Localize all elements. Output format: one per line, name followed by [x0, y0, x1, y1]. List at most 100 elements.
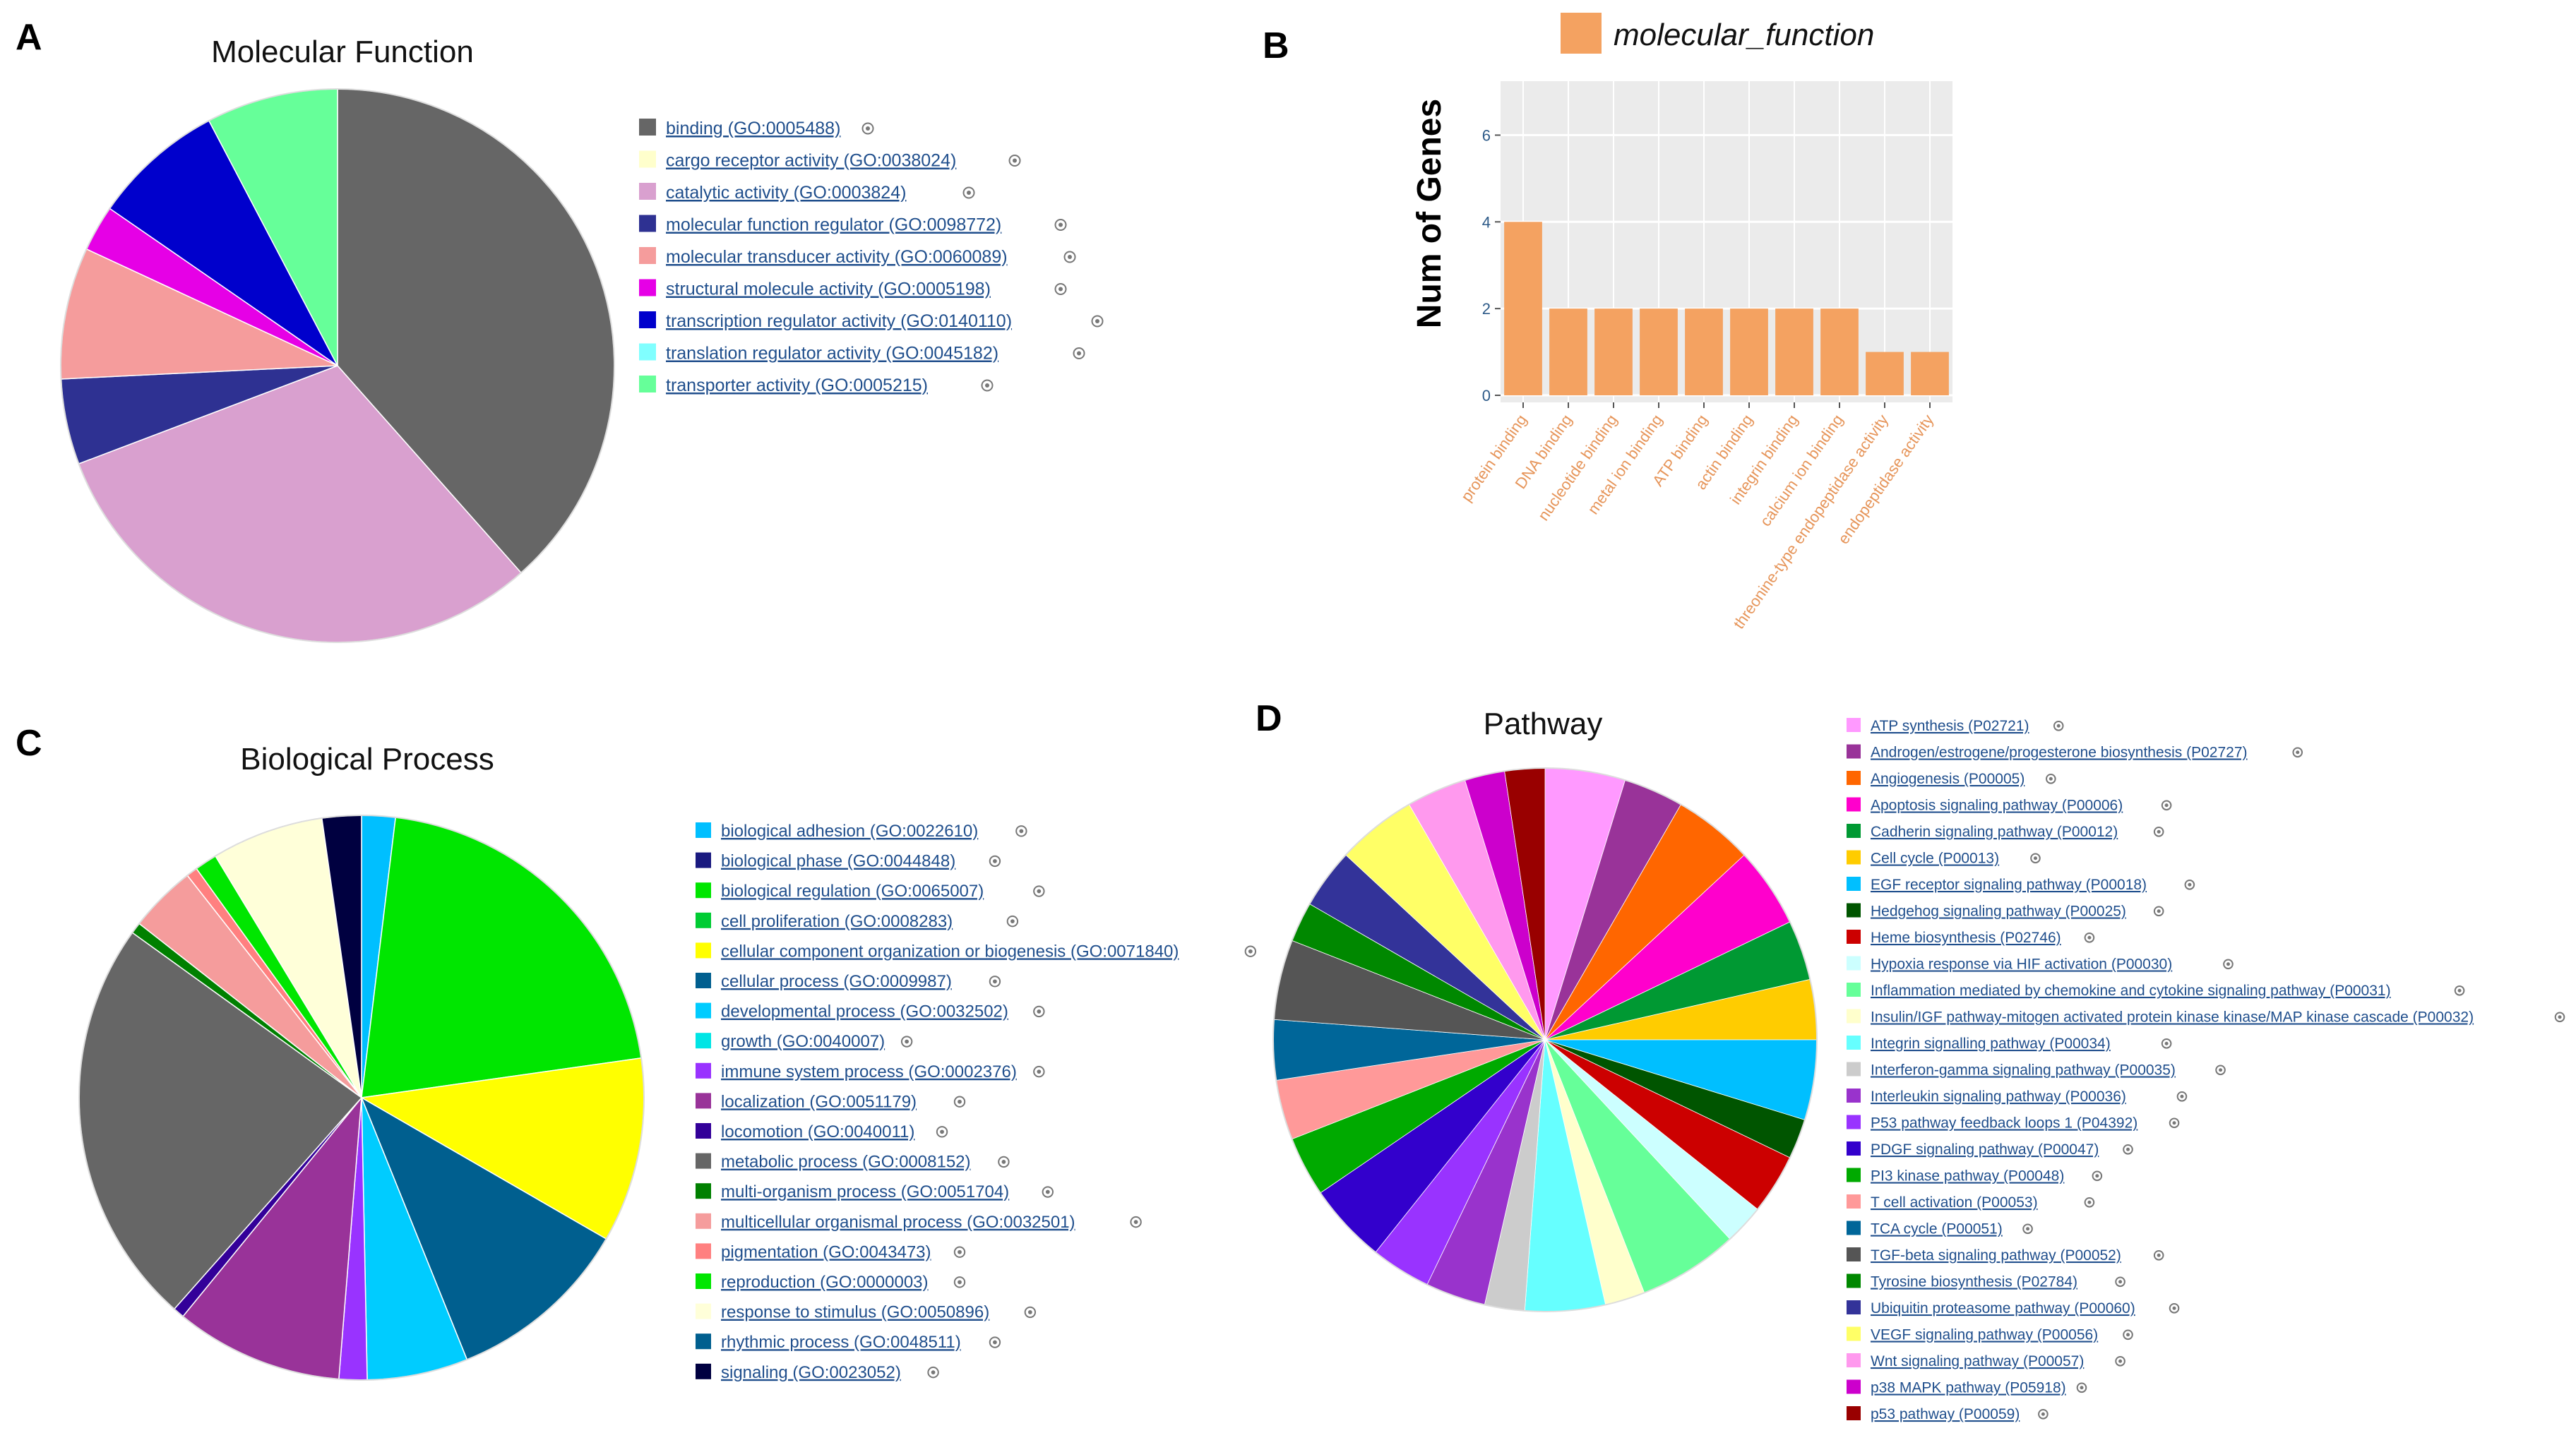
external-link-icon[interactable]: [2084, 932, 2095, 943]
legend-link-integrin-signalling-pathway[interactable]: Integrin signalling pathway (P00034): [1871, 1036, 2111, 1052]
external-link-icon[interactable]: [2169, 1117, 2180, 1129]
legend-link-immune-system-process[interactable]: immune system process (GO:0002376): [721, 1062, 1017, 1081]
external-link-icon[interactable]: [2123, 1144, 2133, 1155]
external-link-icon[interactable]: [1033, 1065, 1045, 1078]
legend-link-t-cell-activation[interactable]: T cell activation (P00053): [1871, 1194, 2038, 1211]
external-link-icon[interactable]: [2454, 985, 2465, 996]
external-link-icon[interactable]: [1244, 945, 1257, 957]
legend-link-metabolic-process[interactable]: metabolic process (GO:0008152): [721, 1153, 971, 1172]
legend-link-pdgf-signaling-pathway[interactable]: PDGF signaling pathway (P00047): [1871, 1141, 2099, 1158]
external-link-icon[interactable]: [2115, 1355, 2125, 1367]
legend-link-cellular-process[interactable]: cellular process (GO:0009987): [721, 972, 952, 991]
external-link-icon[interactable]: [2022, 1223, 2033, 1235]
external-link-icon[interactable]: [2123, 1329, 2133, 1341]
external-link-icon[interactable]: [2184, 879, 2195, 890]
legend-link-translation-regulator-activity[interactable]: translation regulator activity (GO:00451…: [666, 344, 998, 364]
legend-link-interferon-gamma-signaling-pathway[interactable]: Interferon-gamma signaling pathway (P000…: [1871, 1062, 2176, 1079]
legend-link-cell-cycle[interactable]: Cell cycle (P00013): [1871, 851, 1999, 867]
external-link-icon[interactable]: [1015, 825, 1027, 837]
legend-link-catalytic-activity[interactable]: catalytic activity (GO:0003824): [666, 183, 906, 203]
external-link-icon[interactable]: [1042, 1186, 1054, 1198]
legend-link-pi3-kinase-pathway[interactable]: PI3 kinase pathway (P00048): [1871, 1168, 2064, 1185]
legend-link-growth[interactable]: growth (GO:0040007): [721, 1032, 885, 1051]
legend-link-reproduction[interactable]: reproduction (GO:0000003): [721, 1273, 929, 1292]
legend-link-cargo-receptor-activity[interactable]: cargo receptor activity (GO:0038024): [666, 151, 956, 171]
external-link-icon[interactable]: [2176, 1091, 2188, 1102]
legend-link-molecular-transducer-activity[interactable]: molecular transducer activity (GO:006008…: [666, 247, 1008, 267]
legend-link-vegf-signaling-pathway[interactable]: VEGF signaling pathway (P00056): [1871, 1327, 2098, 1343]
legend-link-signaling[interactable]: signaling (GO:0023052): [721, 1363, 901, 1382]
external-link-icon[interactable]: [936, 1126, 948, 1138]
legend-link-cell-proliferation[interactable]: cell proliferation (GO:0008283): [721, 912, 953, 931]
external-link-icon[interactable]: [1130, 1216, 1142, 1228]
external-link-icon[interactable]: [2292, 747, 2303, 758]
external-link-icon[interactable]: [989, 855, 1001, 868]
external-link-icon[interactable]: [2161, 800, 2172, 811]
legend-link-multicellular-organismal-process[interactable]: multicellular organismal process (GO:003…: [721, 1213, 1075, 1232]
legend-link-androgen-estrogene-progesterone-biosynthesis[interactable]: Androgen/estrogene/progesterone biosynth…: [1871, 745, 2248, 761]
external-link-icon[interactable]: [1063, 251, 1076, 263]
external-link-icon[interactable]: [1054, 219, 1067, 231]
external-link-icon[interactable]: [927, 1366, 939, 1379]
legend-link-insulin-igf-pathway-mitogen-activated-protein-kinase-kinase-map-kinase-cascade[interactable]: Insulin/IGF pathway-mitogen activated pr…: [1871, 1009, 2474, 1026]
external-link-icon[interactable]: [1033, 1005, 1045, 1018]
external-link-icon[interactable]: [2030, 853, 2041, 864]
legend-link-cellular-component-organization-or-biogenesis[interactable]: cellular component organization or bioge…: [721, 942, 1179, 961]
legend-link-tca-cycle[interactable]: TCA cycle (P00051): [1871, 1221, 2003, 1237]
legend-link-multi-organism-process[interactable]: multi-organism process (GO:0051704): [721, 1182, 1009, 1201]
external-link-icon[interactable]: [2153, 826, 2164, 837]
legend-link-interleukin-signaling-pathway[interactable]: Interleukin signaling pathway (P00036): [1871, 1089, 2126, 1105]
legend-link-tyrosine-biosynthesis[interactable]: Tyrosine biosynthesis (P02784): [1871, 1274, 2077, 1290]
external-link-icon[interactable]: [2215, 1065, 2226, 1076]
legend-link-locomotion[interactable]: locomotion (GO:0040011): [721, 1122, 914, 1141]
external-link-icon[interactable]: [2046, 773, 2056, 784]
legend-link-developmental-process[interactable]: developmental process (GO:0032502): [721, 1002, 1008, 1021]
external-link-icon[interactable]: [900, 1036, 913, 1048]
external-link-icon[interactable]: [2554, 1012, 2565, 1023]
legend-link-ubiquitin-proteasome-pathway[interactable]: Ubiquitin proteasome pathway (P00060): [1871, 1300, 2135, 1317]
legend-link-structural-molecule-activity[interactable]: structural molecule activity (GO:0005198…: [666, 280, 991, 299]
external-link-icon[interactable]: [1054, 283, 1067, 295]
external-link-icon[interactable]: [861, 122, 874, 135]
external-link-icon[interactable]: [998, 1156, 1010, 1168]
legend-link-atp-synthesis[interactable]: ATP synthesis (P02721): [1871, 718, 2029, 734]
external-link-icon[interactable]: [2169, 1302, 2180, 1314]
legend-link-response-to-stimulus[interactable]: response to stimulus (GO:0050896): [721, 1303, 989, 1322]
legend-link-heme-biosynthesis[interactable]: Heme biosynthesis (P02746): [1871, 930, 2061, 946]
legend-link-localization[interactable]: localization (GO:0051179): [721, 1092, 917, 1111]
legend-link-binding[interactable]: binding (GO:0005488): [666, 119, 840, 138]
legend-link-p38-mapk-pathway[interactable]: p38 MAPK pathway (P05918): [1871, 1380, 2066, 1396]
external-link-icon[interactable]: [962, 186, 975, 199]
external-link-icon[interactable]: [2038, 1408, 2049, 1420]
legend-link-transporter-activity[interactable]: transporter activity (GO:0005215): [666, 376, 928, 395]
legend-link-hedgehog-signaling-pathway[interactable]: Hedgehog signaling pathway (P00025): [1871, 904, 2126, 920]
legend-link-cadherin-signaling-pathway[interactable]: Cadherin signaling pathway (P00012): [1871, 824, 2118, 840]
external-link-icon[interactable]: [1024, 1306, 1037, 1319]
external-link-icon[interactable]: [1006, 915, 1019, 928]
legend-link-inflammation-mediated-by-chemokine-and-cytokine-signaling-pathway[interactable]: Inflammation mediated by chemokine and c…: [1871, 983, 2391, 999]
legend-link-biological-adhesion[interactable]: biological adhesion (GO:0022610): [721, 822, 978, 841]
legend-link-transcription-regulator-activity[interactable]: transcription regulator activity (GO:014…: [666, 311, 1012, 331]
legend-link-apoptosis-signaling-pathway[interactable]: Apoptosis signaling pathway (P00006): [1871, 798, 2123, 814]
legend-link-pigmentation[interactable]: pigmentation (GO:0043473): [721, 1242, 931, 1261]
external-link-icon[interactable]: [2076, 1382, 2087, 1393]
legend-link-p53-pathway[interactable]: p53 pathway (P00059): [1871, 1406, 2020, 1422]
legend-link-angiogenesis[interactable]: Angiogenesis (P00005): [1871, 771, 2025, 787]
external-link-icon[interactable]: [953, 1096, 966, 1108]
external-link-icon[interactable]: [989, 976, 1001, 988]
external-link-icon[interactable]: [2223, 959, 2234, 970]
external-link-icon[interactable]: [2084, 1197, 2095, 1208]
legend-link-hypoxia-response-via-hif-activation[interactable]: Hypoxia response via HIF activation (P00…: [1871, 957, 2172, 973]
external-link-icon[interactable]: [953, 1276, 966, 1288]
external-link-icon[interactable]: [2161, 1038, 2172, 1049]
external-link-icon[interactable]: [2092, 1170, 2103, 1182]
external-link-icon[interactable]: [981, 379, 994, 392]
legend-link-biological-regulation[interactable]: biological regulation (GO:0065007): [721, 882, 984, 901]
legend-link-molecular-function-regulator[interactable]: molecular function regulator (GO:0098772…: [666, 215, 1001, 235]
legend-link-tgf-beta-signaling-pathway[interactable]: TGF-beta signaling pathway (P00052): [1871, 1247, 2121, 1264]
external-link-icon[interactable]: [989, 1336, 1001, 1348]
external-link-icon[interactable]: [2153, 1249, 2164, 1261]
external-link-icon[interactable]: [1008, 155, 1021, 167]
legend-link-egf-receptor-signaling-pathway[interactable]: EGF receptor signaling pathway (P00018): [1871, 877, 2147, 893]
external-link-icon[interactable]: [2153, 906, 2164, 917]
